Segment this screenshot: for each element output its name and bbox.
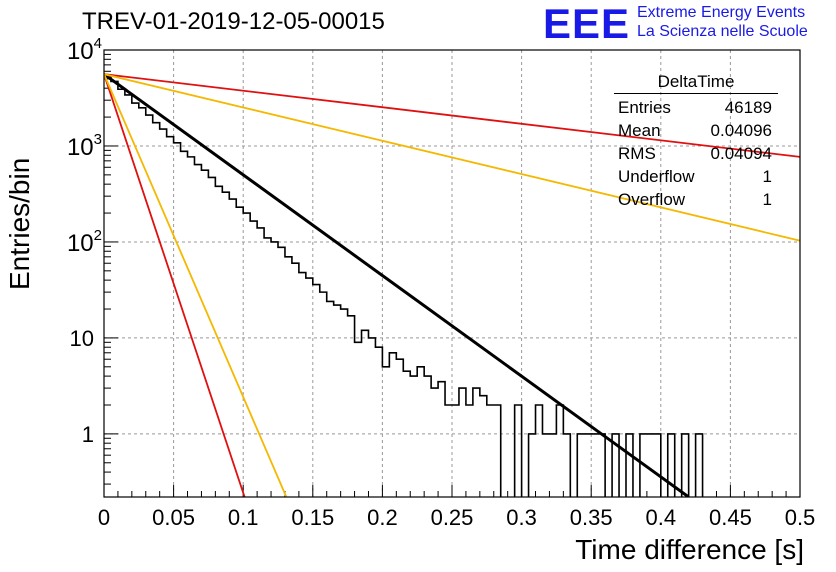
stats-box: DeltaTime Entries 46189 Mean 0.04096 RMS… [614,72,778,211]
stats-value: 46189 [724,98,772,117]
stats-label: Entries [618,98,671,117]
stats-label: Underflow [618,167,695,186]
stats-row-rms: RMS 0.04094 [614,142,778,165]
stats-row-overflow: Overflow 1 [614,188,778,211]
plot-frame [103,49,801,498]
y-tick-label: 1 [82,422,94,447]
x-tick-label: 0 [98,505,110,530]
series-line-orange_flat [104,73,800,242]
stats-value: 0.04096 [710,121,772,140]
x-axis-label: Time difference [s] [575,534,804,565]
eee-logo: EEE [543,0,631,47]
y-tick-label: 102 [67,227,102,257]
y-tick-label: 104 [67,35,102,65]
series-line-fit [104,72,690,497]
x-tick-label: 0.05 [152,505,195,530]
stats-value: 1 [762,167,772,186]
stats-divider [614,93,778,94]
logo-line-2: La Scienza nelle Scuole [637,23,808,40]
x-tick-label: 0.1 [228,505,259,530]
histogram [104,75,704,497]
stats-label: RMS [618,144,656,163]
x-tick-label: 0.45 [709,505,752,530]
logo-line-1: Extreme Energy Events [637,4,806,21]
x-tick-label: 0.5 [785,505,816,530]
y-axis-label: Entries/bin [4,157,35,290]
y-tick-label: 103 [67,131,102,161]
y-tick-label: 10 [70,326,94,351]
stats-label: Overflow [618,190,686,209]
stats-value: 1 [762,190,772,209]
series-line-red_steep [104,73,246,497]
stats-row-mean: Mean 0.04096 [614,119,778,142]
stats-title: DeltaTime [657,72,735,91]
stats-row-underflow: Underflow 1 [614,165,778,188]
series-line-orange_steep [104,73,288,497]
x-tick-label: 0.2 [367,505,398,530]
series-line-red_flat [104,73,800,158]
x-tick-label: 0.35 [570,505,613,530]
stats-value: 0.04094 [710,144,772,163]
stats-row-entries: Entries 46189 [614,96,778,119]
x-tick-label: 0.25 [431,505,474,530]
stats-label: Mean [618,121,661,140]
x-tick-label: 0.15 [291,505,334,530]
x-tick-label: 0.4 [646,505,677,530]
chart-title: TREV-01-2019-12-05-00015 [82,8,385,35]
x-tick-label: 0.3 [506,505,537,530]
